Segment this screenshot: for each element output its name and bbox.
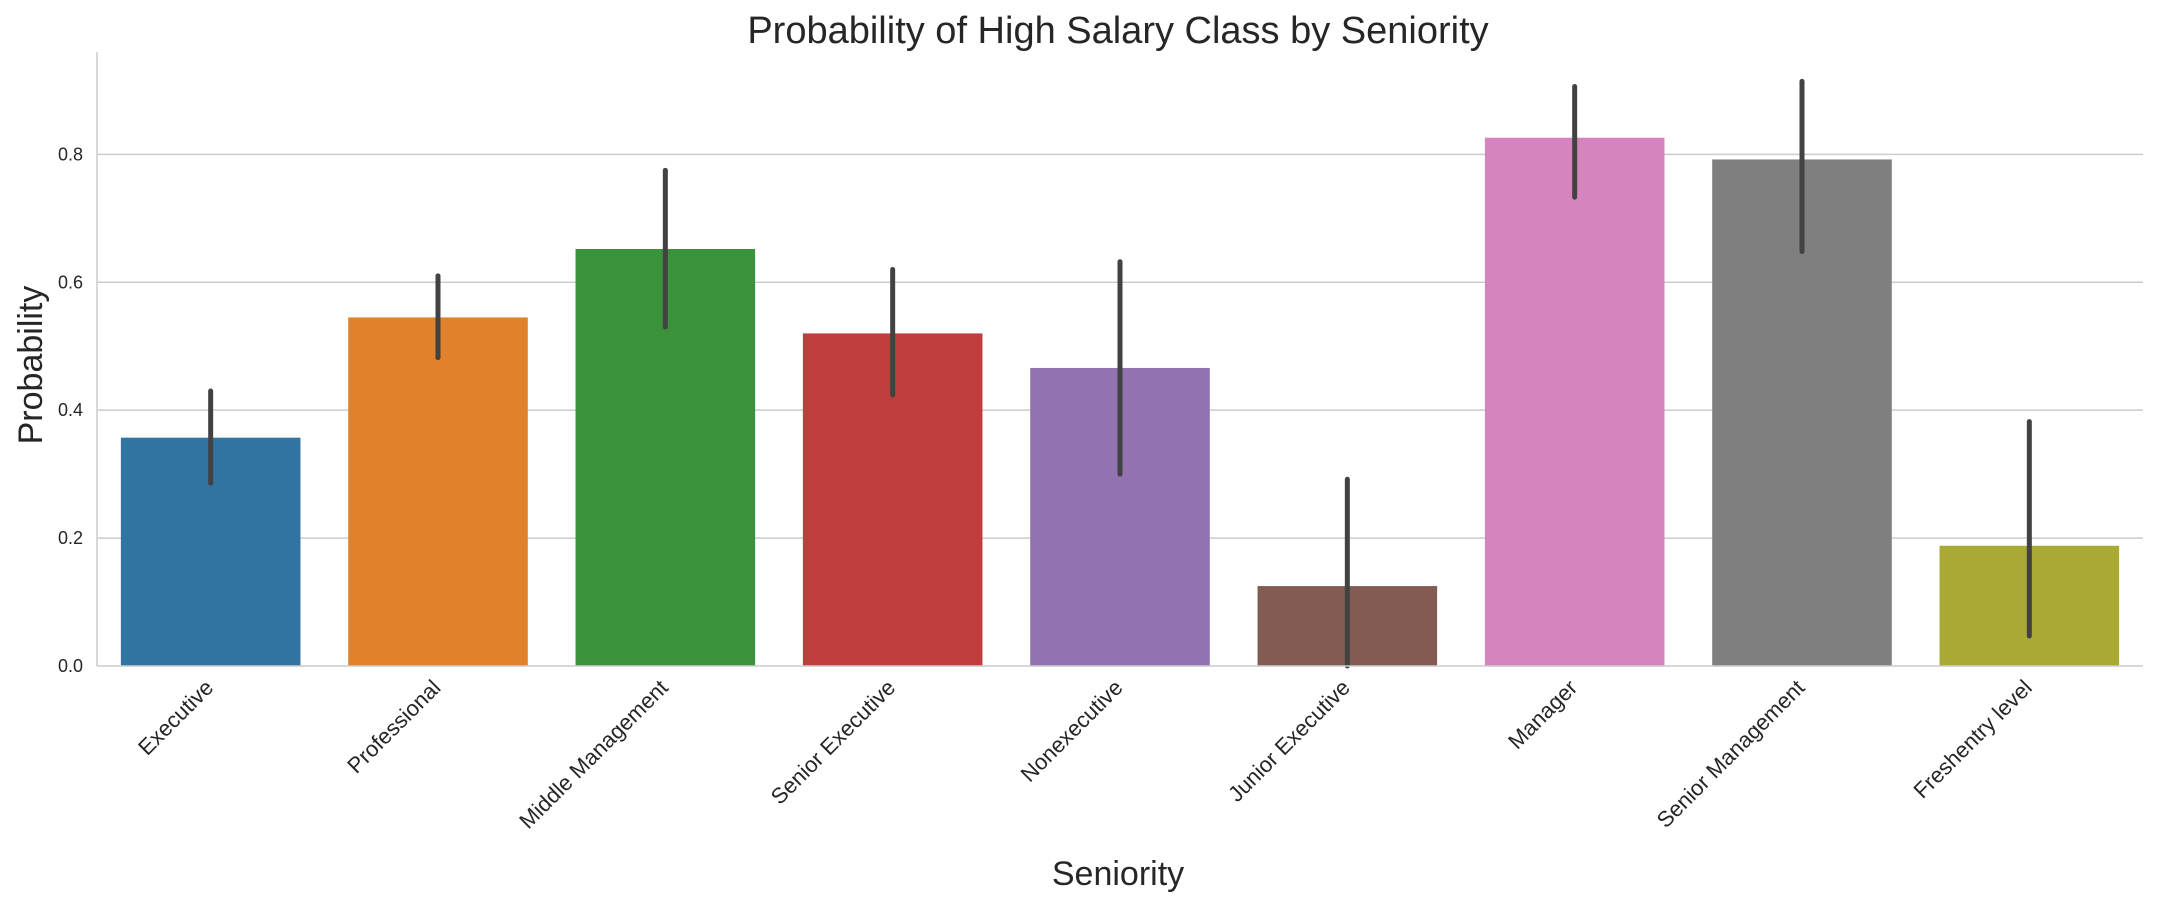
- x-tick-label: Middle Management: [514, 675, 673, 834]
- bar: [348, 317, 528, 666]
- x-tick-label: Freshentry level: [1909, 675, 2037, 803]
- x-tick-label: Manager: [1503, 675, 1582, 754]
- x-tick-label: Junior Executive: [1223, 675, 1355, 807]
- y-tick-label: 0.0: [58, 656, 83, 676]
- error-bars: [208, 78, 2032, 669]
- x-tick-labels: Executive Professional Middle Management Se…: [133, 675, 2037, 834]
- x-tick-label: Senior Executive: [766, 675, 900, 809]
- y-axis-label: Probability: [12, 286, 50, 445]
- y-tick-label: 0.4: [58, 400, 83, 420]
- x-axis-label: Seniority: [1052, 855, 1184, 893]
- x-tick-label: Nonexecutive: [1016, 675, 1128, 787]
- y-tick-labels: 0.0 0.2 0.4 0.6 0.8: [58, 144, 83, 676]
- bar: [1484, 137, 1665, 666]
- x-tick-label: Professional: [342, 675, 445, 778]
- axes: [96, 52, 2143, 667]
- chart-title: Probability of High Salary Class by Seni…: [747, 10, 1488, 52]
- x-tick-label: Senior Management: [1652, 675, 1810, 833]
- y-tick-label: 0.2: [58, 528, 83, 548]
- x-tick-label: Executive: [133, 675, 218, 760]
- y-tick-label: 0.8: [58, 144, 83, 164]
- y-tick-label: 0.6: [58, 272, 83, 292]
